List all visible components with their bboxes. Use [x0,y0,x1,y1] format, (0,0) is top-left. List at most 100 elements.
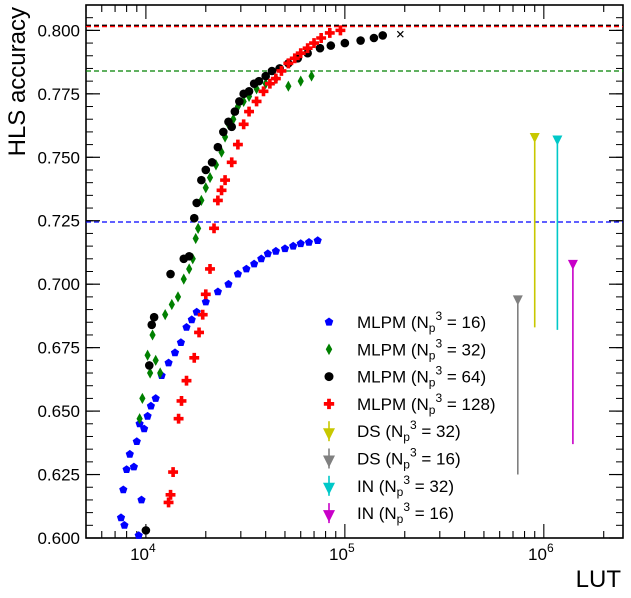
data-point [164,358,173,367]
data-point [289,241,298,250]
legend-eq: = 32) [442,340,486,359]
data-point [213,287,222,296]
data-point [313,236,322,244]
data-point [200,289,211,300]
legend-superscript: 3 [410,418,417,432]
legend-eq: = 32) [410,477,454,496]
x-tick-label: 105 [329,541,355,564]
legend-arrow-head [323,482,335,495]
arrow-head [512,295,523,306]
data-point [194,327,204,338]
data-point [289,53,300,64]
data-point [139,392,146,404]
data-point [163,497,174,508]
legend-label: DS (Np3 = 32) [357,418,461,444]
x-tick-exponent: 5 [348,541,355,555]
x-tick-exponent: 4 [149,541,156,555]
data-points [116,25,404,539]
data-point [230,107,240,116]
legend-label: MLPM (Np3 = 128) [357,391,496,417]
data-point [285,80,292,92]
data-point [242,264,251,273]
data-point [263,249,272,258]
arrow-head [529,132,540,143]
x-tick-label: 104 [130,541,156,564]
data-point [227,122,237,132]
data-point [271,246,280,255]
x-tick-base: 10 [329,545,348,564]
series-cross [163,25,346,508]
legend-subscript: p [403,458,410,472]
legend-eq: = 16) [417,450,461,469]
legend-item: MLPM (Np3 = 16) [324,309,486,335]
legend-label: IN (Np3 = 32) [357,473,454,499]
data-point [233,269,242,278]
data-point [162,309,169,321]
y-tick-label: 0.650 [37,402,80,421]
legend-marker [325,343,333,356]
legend-paren: (N [374,477,397,496]
data-point [356,36,365,45]
x-axis-label: LUT [576,566,622,593]
data-point [157,367,164,379]
legend-paren: (N [381,450,404,469]
data-point [189,213,199,223]
data-point [283,58,294,69]
legend-superscript: 3 [435,391,442,405]
data-point [151,394,160,402]
legend-marker [324,372,334,382]
arrow-markers [512,132,578,475]
legend-label: MLPM (Np3 = 16) [357,309,486,335]
data-point [315,43,325,53]
data-point [146,401,155,410]
legend-paren: (N [406,395,429,414]
data-point [144,361,154,370]
data-point [141,526,151,535]
data-point [189,352,200,363]
legend-paren: (N [381,422,404,441]
legend-subscript: p [429,348,436,362]
data-point [180,273,187,285]
arrow-ds-16 [512,295,523,475]
arrow-ds-32 [529,132,540,328]
legend-name: MLPM [357,395,406,414]
data-point [244,86,254,96]
data-point [309,38,319,49]
legend-label: DS (Np3 = 16) [357,446,461,472]
data-point [378,31,388,40]
data-point [137,495,146,504]
legend-arrow-head [323,510,335,523]
data-point [132,437,141,445]
legend-marker [324,317,334,326]
legend-paren: (N [406,313,429,332]
legend-subscript: p [397,512,404,526]
data-point [250,259,259,268]
data-point [254,76,264,86]
data-point [219,127,228,137]
legend: MLPM (Np3 = 16)MLPM (Np3 = 32)MLPM (Np3 … [323,309,496,526]
data-point [302,43,313,54]
data-point [303,48,312,58]
data-point [212,195,223,206]
data-point [184,251,194,261]
legend-superscript: 3 [435,336,442,350]
data-point [168,467,179,477]
data-point [192,198,201,208]
x-tick-base: 10 [528,545,547,564]
data-point [166,269,175,279]
data-point [257,254,266,263]
data-point [264,78,275,89]
arrow-head [552,135,563,146]
data-point [197,309,208,320]
legend-eq: = 16) [442,313,486,332]
data-point [296,239,305,248]
legend-paren: (N [406,340,429,359]
data-point [170,348,180,357]
y-tick-label: 0.800 [37,21,80,40]
data-point [134,531,143,539]
data-point [326,41,336,50]
legend-paren: (N [406,368,429,387]
data-point [207,158,217,167]
legend-superscript: 3 [435,364,442,378]
arrow-head [567,259,578,270]
